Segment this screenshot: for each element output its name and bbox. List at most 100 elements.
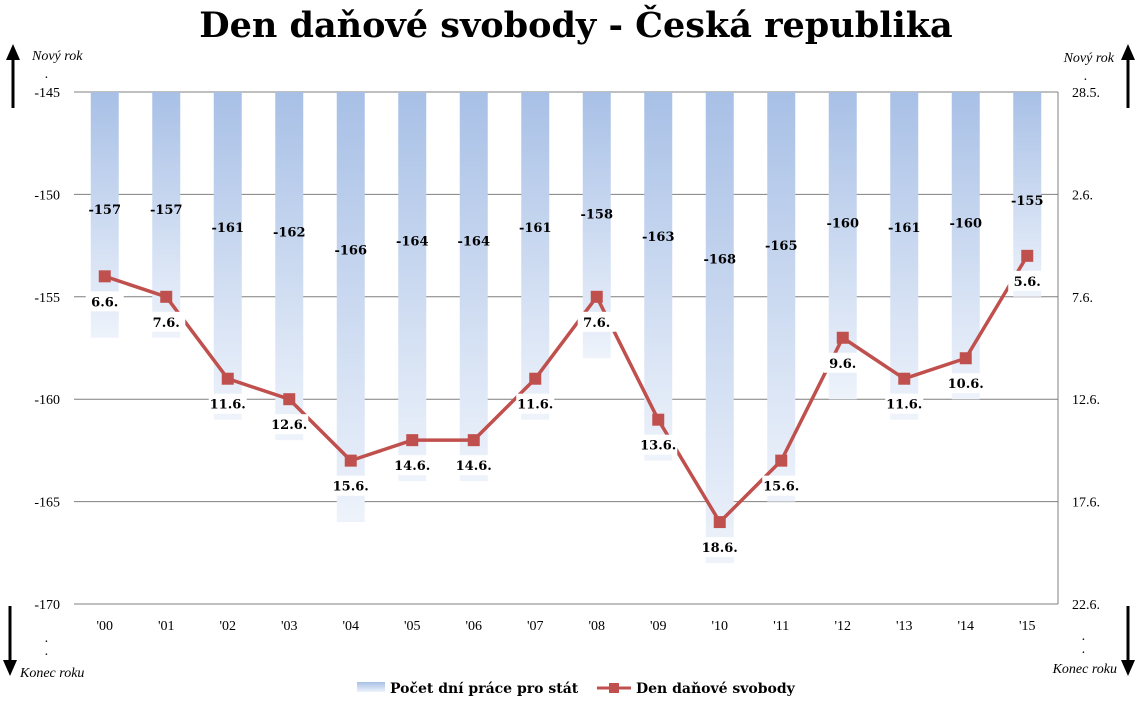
y-tick-label: -165 <box>34 496 60 511</box>
y-tick-label: -150 <box>34 188 60 203</box>
bar <box>890 92 919 420</box>
line-label-bg <box>823 352 862 373</box>
x-tick-label: '08 <box>588 619 605 634</box>
line-series <box>98 249 1034 529</box>
line-label-bg <box>639 434 678 455</box>
corner-dot: . <box>45 631 49 646</box>
corner-dot: . <box>1082 629 1086 644</box>
line-point <box>836 331 849 344</box>
bar <box>275 92 304 441</box>
series-line <box>104 254 1029 524</box>
bar-value-label: -160 <box>826 217 859 232</box>
legend-bar-swatch <box>357 682 385 692</box>
x-tick-label: '06 <box>465 619 482 634</box>
line-label-bg <box>393 455 432 476</box>
line-point <box>344 454 357 467</box>
bar-value-label: -155 <box>1011 194 1044 209</box>
corner-dot: . <box>1084 69 1088 84</box>
y2-tick-label: 2.6. <box>1072 188 1093 203</box>
line-date-label: 10.6. <box>948 377 984 392</box>
line-date-label: 13.6. <box>640 439 676 454</box>
line-date-label: 15.6. <box>333 480 369 495</box>
bar-value-label: -161 <box>519 221 552 236</box>
arrow-down-right-icon <box>1121 606 1135 676</box>
bar-value-label: -161 <box>211 221 244 236</box>
line-label-bg <box>208 393 247 414</box>
line-point <box>959 352 972 365</box>
legend-line-label: Den daňové svobody <box>636 681 796 697</box>
line-point <box>406 434 419 447</box>
chart-title: Den daňové svobody - Česká republika <box>199 4 952 46</box>
line-date-label: 14.6. <box>394 459 430 474</box>
line-point <box>1021 249 1034 262</box>
bar-value-label: -164 <box>457 235 490 250</box>
line-date-label: 6.6. <box>91 295 118 310</box>
line-label-bg <box>577 311 616 332</box>
line-point <box>590 290 603 303</box>
bar <box>644 92 673 461</box>
line-label-bg <box>331 475 370 496</box>
bar-value-label: -158 <box>580 208 613 223</box>
line-label-bg <box>270 414 309 435</box>
line-date-label: 11.6. <box>210 398 246 413</box>
line-label-bg <box>147 311 186 332</box>
bar-value-label: -164 <box>396 235 429 250</box>
corner-dot: . <box>45 67 49 82</box>
bar <box>398 92 427 482</box>
bar <box>767 92 796 502</box>
legend-bar-label: Počet dní práce pro stát <box>390 681 579 697</box>
x-tick-label: '12 <box>834 619 851 634</box>
corner-dot: . <box>45 644 49 659</box>
bar-value-label: -166 <box>334 244 367 259</box>
line-date-label: 5.6. <box>1014 275 1041 290</box>
x-tick-label: '14 <box>957 619 974 634</box>
bar <box>1013 92 1042 297</box>
bar <box>459 92 488 482</box>
arrow-down-left-icon <box>3 606 17 676</box>
line-label-bg <box>885 393 924 414</box>
bar <box>521 92 550 420</box>
y2-tick-label: 7.6. <box>1072 291 1093 306</box>
line-date-label: 18.6. <box>702 541 738 556</box>
x-tick-label: '01 <box>158 619 175 634</box>
line-label-bg <box>700 537 739 558</box>
line-point <box>283 393 296 406</box>
line-date-label: 7.6. <box>153 316 180 331</box>
legend-line-marker <box>609 683 619 693</box>
line-label-bg <box>1008 270 1047 291</box>
line-point <box>652 413 665 426</box>
x-tick-label: '02 <box>219 619 236 634</box>
line-label-bg <box>516 393 555 414</box>
corner-label-left-top: Nový rok <box>31 49 83 64</box>
line-label-bg <box>85 291 124 312</box>
y2-tick-label: 28.5. <box>1072 86 1100 101</box>
y-tick-label: -145 <box>34 86 60 101</box>
y-axis-left: -145 -150 -155 -160 -165 -170 <box>34 86 60 613</box>
y2-tick-label: 22.6. <box>1072 598 1100 613</box>
bar-value-label: -161 <box>888 221 921 236</box>
bar-value-labels: -157 -157 -161 -162 -166 -164 -164 -161 -158 -163… <box>88 194 1043 268</box>
legend: Počet dní práce pro stát Den daňové svob… <box>357 681 796 697</box>
bar <box>951 92 980 400</box>
line-date-label: 15.6. <box>763 480 799 495</box>
x-tick-label: '11 <box>773 619 789 634</box>
x-tick-label: '03 <box>281 619 298 634</box>
line-label-bg <box>454 455 493 476</box>
line-date-label: 12.6. <box>271 418 307 433</box>
line-date-label: 14.6. <box>456 459 492 474</box>
y-axis-right: 28.5. 2.6. 7.6. 12.6. 17.6. 22.6. <box>1072 86 1100 613</box>
bar <box>705 92 734 564</box>
bar-value-label: -163 <box>642 230 675 245</box>
bar-value-label: -162 <box>273 226 306 241</box>
x-tick-label: '05 <box>404 619 421 634</box>
bars <box>90 92 1042 564</box>
x-tick-label: '15 <box>1019 619 1036 634</box>
line-point <box>529 372 542 385</box>
y-tick-label: -155 <box>34 291 60 306</box>
bar-value-label: -160 <box>949 217 982 232</box>
y-tick-label: -160 <box>34 393 60 408</box>
x-tick-label: '04 <box>342 619 359 634</box>
line-point <box>713 516 726 529</box>
y-tick-label: -170 <box>34 598 60 613</box>
line-date-label: 7.6. <box>583 316 610 331</box>
